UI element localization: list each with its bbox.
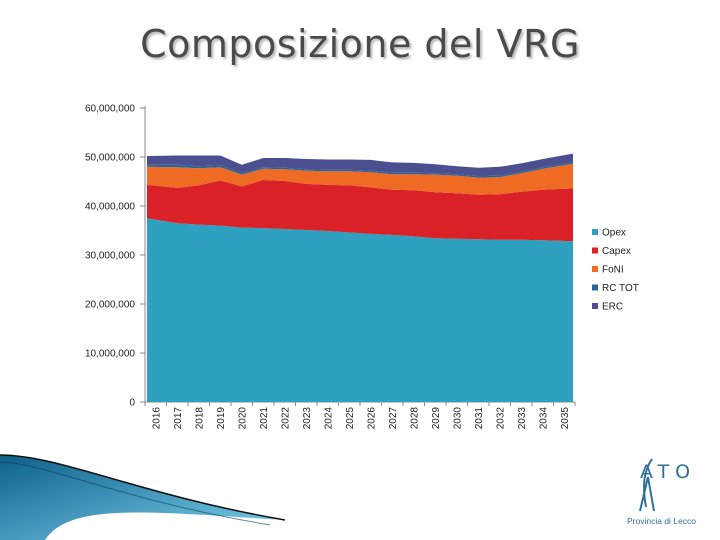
area-series-foni bbox=[147, 163, 573, 195]
legend-label-capex: Capex bbox=[602, 246, 631, 257]
x-tick-label: 2030 bbox=[452, 407, 463, 430]
area-series-opex bbox=[147, 218, 573, 402]
legend-swatch-foni bbox=[592, 266, 598, 272]
x-tick-label: 2034 bbox=[538, 407, 549, 430]
logo-wordmark: ATO bbox=[640, 461, 697, 483]
y-tick-label: 30,000,000 bbox=[85, 251, 135, 262]
chart-legend: Opex Capex FoNI RC TOT ERC bbox=[592, 228, 639, 313]
x-tick-label: 2033 bbox=[517, 407, 528, 430]
x-tick-label: 2027 bbox=[388, 407, 399, 430]
legend-label-opex: Opex bbox=[602, 228, 626, 239]
legend-swatch-capex bbox=[592, 247, 598, 254]
chart-areas bbox=[147, 153, 573, 402]
legend-swatch-erc bbox=[592, 303, 598, 309]
y-tick-label: 40,000,000 bbox=[85, 202, 135, 213]
x-tick-label: 2032 bbox=[495, 407, 506, 430]
page-title: Composizione del VRG bbox=[140, 22, 580, 66]
x-tick-label: 2023 bbox=[302, 407, 313, 430]
area-series-capex bbox=[147, 180, 573, 242]
x-tick-label: 2035 bbox=[560, 407, 571, 430]
y-axis-ticks: 0 10,000,000 20,000,000 30,000,000 40,000,00… bbox=[85, 104, 145, 409]
y-tick-label: 10,000,000 bbox=[85, 349, 135, 360]
area-series-erc bbox=[147, 153, 573, 177]
legend-label-foni: FoNI bbox=[602, 265, 624, 276]
logo-subtitle: Provincia di Lecco bbox=[627, 516, 696, 526]
x-tick-label: 2021 bbox=[259, 407, 270, 430]
x-axis-ticks: 2016 2017 2018 2019 2020 2021 2022 2023 2024 2025… bbox=[144, 402, 576, 430]
x-tick-label: 2018 bbox=[194, 407, 205, 430]
x-tick-label: 2024 bbox=[323, 407, 334, 430]
legend-label-erc: ERC bbox=[602, 302, 623, 313]
x-tick-label: 2022 bbox=[280, 407, 291, 430]
x-tick-label: 2026 bbox=[366, 407, 377, 430]
x-tick-label: 2031 bbox=[474, 407, 485, 430]
x-tick-label: 2019 bbox=[216, 407, 227, 430]
legend-swatch-opex bbox=[592, 229, 598, 235]
y-tick-label: 60,000,000 bbox=[85, 104, 135, 115]
y-tick-label: 0 bbox=[129, 398, 135, 409]
legend-label-rc-tot: RC TOT bbox=[602, 283, 639, 294]
x-tick-label: 2025 bbox=[345, 407, 356, 430]
x-tick-label: 2016 bbox=[151, 407, 162, 430]
y-tick-label: 20,000,000 bbox=[85, 300, 135, 311]
x-tick-label: 2020 bbox=[237, 407, 248, 430]
ato-logo-icon bbox=[639, 458, 655, 512]
y-tick-label: 50,000,000 bbox=[85, 153, 135, 164]
decorative-swoosh bbox=[0, 454, 286, 540]
area-series-rc-tot bbox=[147, 162, 573, 178]
x-tick-label: 2028 bbox=[409, 407, 420, 430]
legend-swatch-rc-tot bbox=[592, 284, 598, 291]
x-tick-label: 2017 bbox=[173, 407, 184, 430]
x-tick-label: 2029 bbox=[431, 407, 442, 430]
